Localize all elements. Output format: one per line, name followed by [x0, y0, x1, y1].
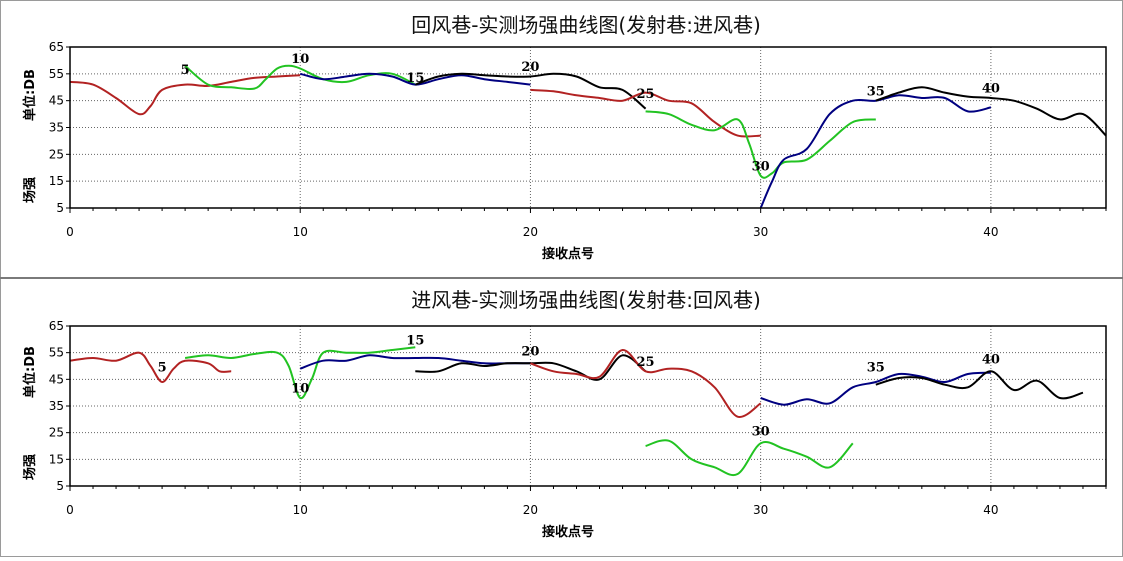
point-annotation: 20	[521, 60, 539, 75]
series-line-5	[530, 349, 762, 418]
y-tick-label: 35	[49, 121, 64, 135]
point-annotation: 35	[867, 360, 885, 375]
point-annotation: 10	[291, 382, 309, 397]
y-axis-unit-label: 单位:DB	[22, 346, 38, 398]
series-line-7	[759, 94, 992, 209]
series-line-1	[69, 351, 232, 383]
chart-panel-intake-airway: 进风巷-实测场强曲线图(发射巷:回风巷) 接收点号 单位:DB 场强 0 10 20…	[0, 279, 1123, 557]
series-line-1	[69, 74, 301, 116]
x-tick-label: 40	[983, 503, 998, 517]
chart-panel-return-airway: 回风巷-实测场强曲线图(发射巷:进风巷) 接收点号 单位:DB 场强 0 10 20…	[0, 0, 1123, 279]
x-tick-label: 0	[66, 225, 74, 239]
y-axis-label: 场强	[23, 454, 38, 480]
chart-title: 进风巷-实测场强曲线图(发射巷:回风巷)	[411, 288, 761, 312]
x-tick-label: 30	[753, 225, 768, 239]
y-tick-label: 45	[49, 94, 64, 108]
point-annotation: 30	[752, 424, 770, 439]
point-annotation: 5	[181, 63, 190, 78]
point-annotation: 15	[406, 71, 424, 86]
plot-frame	[69, 46, 1107, 209]
point-annotation: 40	[982, 352, 1000, 367]
y-axis-label: 场强	[23, 177, 38, 203]
y-axis-unit-label: 单位:DB	[22, 69, 38, 121]
x-tick-label: 20	[523, 225, 538, 239]
plot-frame	[69, 325, 1107, 487]
point-annotation: 15	[406, 334, 424, 349]
point-annotation: 25	[637, 87, 655, 102]
series-line-2	[184, 346, 416, 400]
point-annotation: 30	[752, 159, 770, 174]
series-line-7	[760, 371, 991, 406]
y-tick-label: 25	[49, 426, 64, 440]
point-annotation: 25	[637, 355, 655, 370]
series-line-8	[875, 86, 1107, 137]
x-axis-label: 接收点号	[542, 246, 594, 262]
panel-divider	[0, 277, 1123, 279]
x-tick-label: 0	[66, 503, 74, 517]
series-line-6	[645, 110, 876, 179]
chart-intake-airway: 进风巷-实测场强曲线图(发射巷:回风巷) 接收点号 单位:DB 场强 0 10 20…	[22, 288, 1107, 540]
point-annotation: 20	[521, 344, 539, 359]
series-line-4	[415, 354, 647, 381]
x-tick-label: 40	[983, 225, 998, 239]
y-tick-label: 5	[56, 479, 64, 493]
point-annotation: 35	[867, 84, 885, 99]
y-tick-label: 65	[49, 319, 64, 333]
x-axis-label: 接收点号	[542, 524, 594, 540]
series-line-4	[414, 72, 647, 110]
plot-area: 0 10 20 30 40 5 15 25 35 45 55 65 5 10 15 20 25 30 35 40	[49, 319, 1107, 517]
point-annotation: 40	[982, 82, 1000, 97]
x-tick-label: 30	[753, 503, 768, 517]
y-tick-label: 65	[49, 40, 64, 54]
chart-return-airway: 回风巷-实测场强曲线图(发射巷:进风巷) 接收点号 单位:DB 场强 0 10 20…	[22, 13, 1107, 262]
x-tick-label: 10	[293, 503, 308, 517]
y-tick-label: 25	[49, 147, 64, 161]
y-tick-label: 15	[49, 452, 64, 466]
y-tick-label: 45	[49, 372, 64, 386]
series-line-6	[645, 439, 854, 476]
series-line-2	[184, 64, 416, 91]
series-line-3	[299, 354, 531, 370]
y-tick-label: 15	[49, 174, 64, 188]
y-tick-label: 55	[49, 67, 64, 81]
point-annotation: 10	[291, 52, 309, 67]
chart-title: 回风巷-实测场强曲线图(发射巷:进风巷)	[411, 13, 761, 37]
y-tick-label: 55	[49, 346, 64, 360]
plot-area: 0 10 20 30 40 5 15 25 35 45 55 65 5 10 15 20 25 30 35 40	[49, 40, 1107, 239]
series-line-8	[875, 370, 1084, 400]
x-tick-label: 20	[523, 503, 538, 517]
point-annotation: 5	[158, 360, 167, 375]
y-tick-label: 5	[56, 201, 64, 215]
y-tick-label: 35	[49, 399, 64, 413]
x-tick-label: 10	[293, 225, 308, 239]
